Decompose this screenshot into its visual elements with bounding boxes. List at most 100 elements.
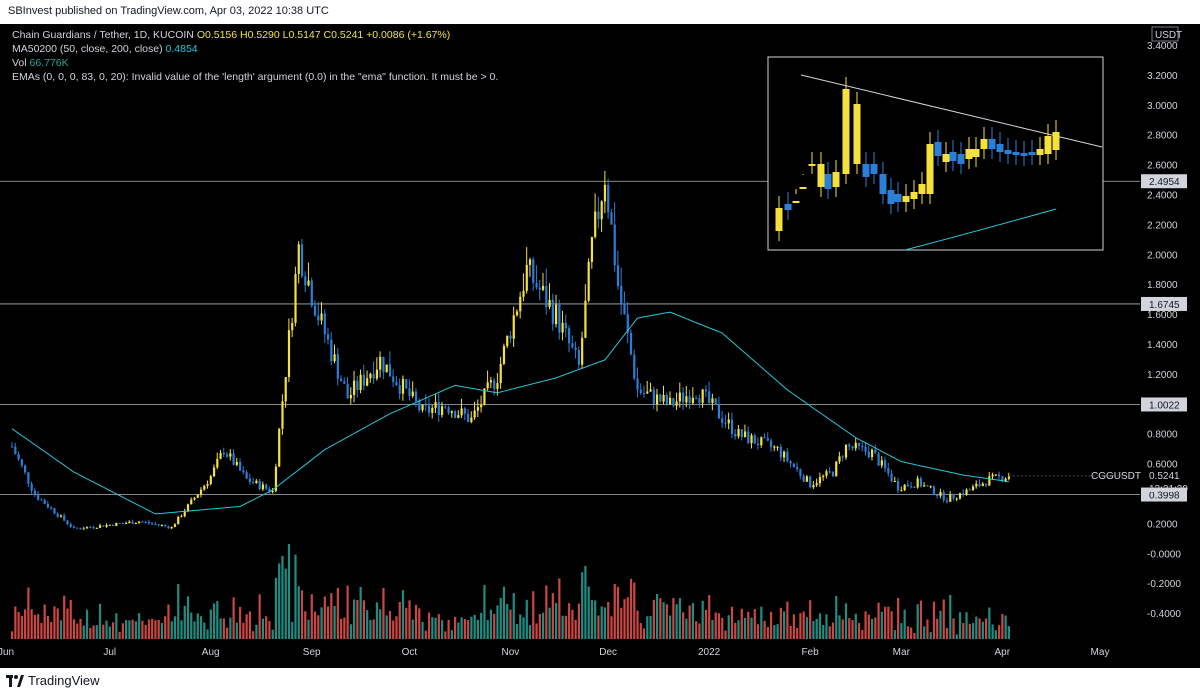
publish-info: SBInvest published on TradingView.com, A… [8,5,329,17]
volume-bar [939,610,942,639]
candle-body [532,259,535,283]
ohlc-high: H0.5290 [240,29,280,41]
candle-body [219,452,222,459]
candle-body [69,524,72,527]
candle-body [968,489,971,491]
candle-body [229,453,232,457]
candle-body [568,328,571,344]
candle-body [603,184,607,202]
volume-bar [209,609,212,639]
candle-body [66,520,69,525]
candle-body [457,415,460,418]
volume-bar [424,630,427,639]
candle-body [610,212,613,225]
candle-body [118,522,121,524]
candle-body [825,471,828,476]
candle-body [509,335,512,339]
volume-bar [111,622,115,639]
candle-body [678,392,681,402]
volume-bar [613,583,616,639]
volume-bar [50,622,53,639]
volume-bar [372,619,375,639]
volume-bar [864,611,867,639]
price-chart[interactable]: 3.4000 3.2000 3.0000 2.8000 2.6000 2.4000 2.20… [0,24,1200,668]
candle-body [867,451,870,458]
candle-body [955,498,958,500]
candle-body [473,410,476,418]
volume-bar [151,618,154,639]
volume-bar [421,621,424,639]
candle-body [649,389,652,392]
candle-body [835,461,838,477]
volume-bar [1007,626,1010,639]
volume-bar [669,615,672,639]
ohlc-low: L0.5147 [282,29,321,41]
candle-body [206,484,209,486]
volume-bar [427,612,431,639]
volume-bar [649,615,652,639]
candle-body [701,389,704,403]
candle-body [72,526,76,528]
volume-bar [30,609,33,639]
candle-body [164,525,167,527]
price-tick-label: 3.2000 [1147,71,1178,82]
footer-brand: TradingView [28,673,100,688]
inset-candle-body [784,204,792,210]
volume-bar [89,628,92,639]
volume-bar [551,593,554,639]
candle-body [336,354,339,379]
volume-bar [629,578,633,639]
tradingview-logo[interactable]: TradingView [6,673,100,688]
candle-body [854,442,857,449]
candle-body [900,490,903,492]
volume-bar [336,587,339,639]
candle-body [730,419,734,435]
volume-bar [203,622,206,639]
candle-body [952,494,955,499]
volume-bar [574,619,577,639]
candle-body [353,380,356,395]
inset-candle-body [817,164,825,187]
volume-bar [118,631,121,639]
candle-body [160,525,164,527]
candle-body [460,408,463,416]
candle-body [528,259,532,265]
candle-body [59,515,63,517]
candle-body [629,332,633,355]
volume-bar [388,610,392,639]
volume-bar [984,618,988,639]
inset-candle-body [1036,149,1044,155]
volume-bar [170,621,173,639]
inset-candle-body [1004,150,1012,154]
volume-bar [444,631,447,639]
volume-bar [558,578,561,639]
inset-candle-body [1044,136,1052,154]
volume-bar [968,623,971,639]
volume-bar [134,621,137,639]
price-tick-label: 2.6000 [1147,161,1178,172]
inset-candle-body [808,164,816,166]
tradingview-icon [6,674,24,687]
candle-body [812,485,815,488]
volume-bar [85,609,89,639]
candle-body [659,394,662,402]
volume-bar [265,616,268,639]
candle-body [669,397,672,405]
time-axis-label: Mar [893,647,911,658]
volume-bar [297,586,300,639]
candle-body [721,418,724,423]
candle-body [180,516,183,518]
candle-body [623,303,626,315]
volume-bar [330,593,333,639]
candle-body [53,508,56,514]
candle-body [17,454,20,460]
candle-body [33,490,37,496]
price-tick-label: 2.2000 [1147,220,1178,231]
volume-bar [913,632,916,639]
candle-body [558,304,561,333]
volume-bar [476,619,480,639]
level-tag-box [1141,174,1187,189]
volume-bar [545,585,548,639]
price-tick-label: 2.8000 [1147,131,1178,142]
volume-bar [1001,614,1004,639]
